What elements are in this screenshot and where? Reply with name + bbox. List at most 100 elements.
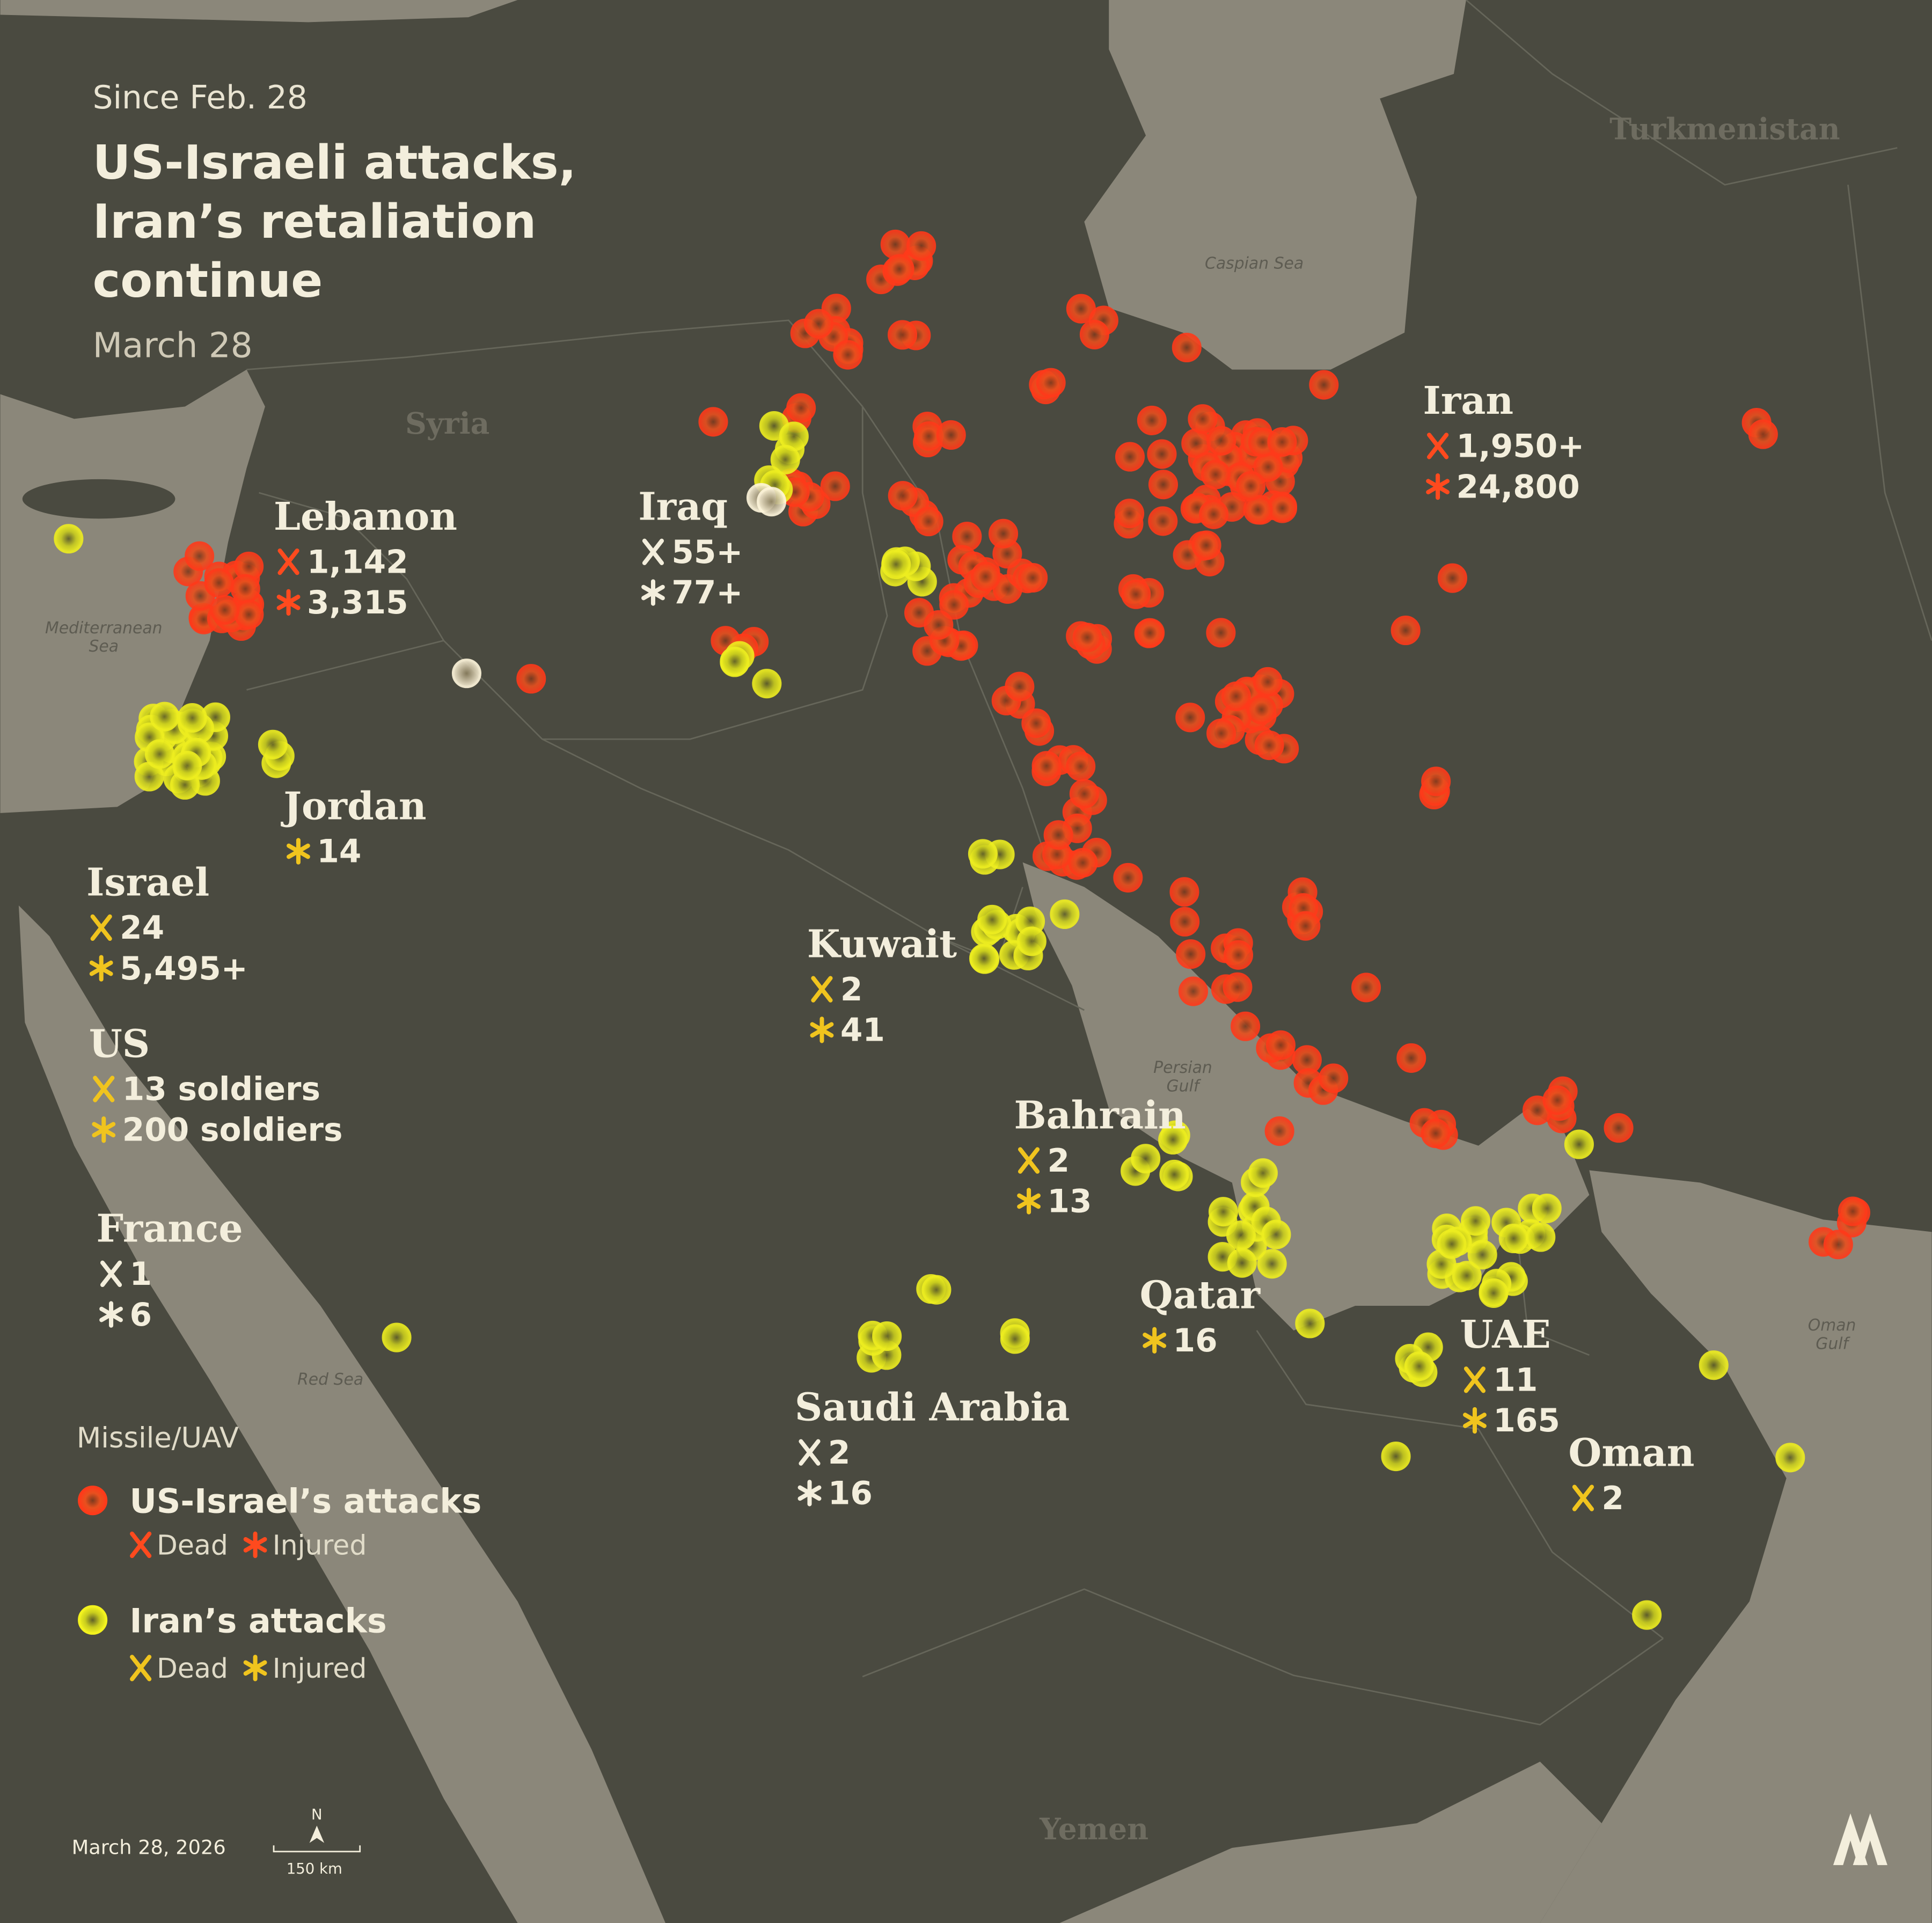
iran-attack bbox=[382, 1322, 412, 1352]
injured-icon bbox=[810, 1017, 834, 1043]
us-israel-attack bbox=[1201, 459, 1231, 489]
north: N bbox=[311, 1806, 323, 1823]
iran-attack bbox=[720, 646, 750, 676]
us-israel-attack bbox=[888, 481, 918, 511]
iran-attack bbox=[1461, 1206, 1491, 1236]
us-israel-attack bbox=[1137, 405, 1167, 435]
iran-attack bbox=[1467, 1240, 1497, 1270]
sea-label: Mediterranean bbox=[45, 619, 163, 638]
border bbox=[1466, 0, 1898, 186]
iran-attack bbox=[1479, 1278, 1509, 1308]
injured-icon bbox=[1426, 473, 1450, 500]
legend-subrow: Dead Injured bbox=[130, 1653, 367, 1684]
iran-attack bbox=[177, 703, 207, 733]
injured-count: 3,315 bbox=[307, 584, 408, 621]
country-name: Iraq bbox=[638, 484, 728, 529]
legend-label: US-Israel’s attacks bbox=[129, 1482, 481, 1521]
us-israel-attack bbox=[1421, 1118, 1451, 1149]
dead-icon bbox=[277, 548, 299, 575]
iran-attack bbox=[258, 729, 288, 759]
sea-label: Gulf bbox=[1167, 1077, 1202, 1096]
us-israel-attack bbox=[210, 595, 240, 625]
dead-count: 13 soldiers bbox=[122, 1071, 320, 1108]
us-israel-attack bbox=[936, 420, 966, 450]
iran-attack bbox=[752, 669, 782, 699]
dead-icon bbox=[130, 1655, 152, 1681]
iran-attack bbox=[1295, 1308, 1325, 1339]
injured-icon bbox=[1017, 1188, 1041, 1215]
border bbox=[936, 935, 1085, 1011]
injured-icon bbox=[99, 1301, 123, 1328]
iran-attack bbox=[921, 1275, 952, 1305]
us-israel-attack bbox=[1069, 779, 1099, 809]
us-israel-attack bbox=[1148, 506, 1178, 536]
us-israel-attack bbox=[1823, 1230, 1853, 1260]
injured-count: 5,495+ bbox=[120, 950, 248, 988]
iran-attack bbox=[1016, 926, 1046, 956]
legend-subrow: Dead Injured bbox=[130, 1530, 367, 1561]
iran-attack bbox=[172, 750, 202, 781]
dead-count: 55+ bbox=[671, 534, 743, 571]
us-israel-attack bbox=[1066, 751, 1096, 781]
sea-label: Caspian Sea bbox=[1205, 254, 1304, 273]
dead-count: 2 bbox=[840, 971, 863, 1008]
country-name: Lebanon bbox=[274, 494, 457, 539]
us-israel-attack bbox=[1113, 862, 1143, 893]
us-israel-attack bbox=[1247, 694, 1277, 725]
iran-attack bbox=[1404, 1351, 1434, 1381]
country-name: Bahrain bbox=[1014, 1093, 1186, 1138]
dead-icon bbox=[1463, 1366, 1486, 1393]
us-israel-attack bbox=[1421, 766, 1451, 796]
injured-count: 6 bbox=[129, 1297, 152, 1334]
us-israel-attack bbox=[1121, 579, 1151, 609]
us-israel-attack bbox=[1079, 319, 1109, 349]
us-israel-attack bbox=[1604, 1113, 1634, 1143]
us-israel-attack bbox=[204, 568, 234, 598]
country-name: Jordan bbox=[280, 783, 426, 828]
north-arrow bbox=[309, 1825, 325, 1843]
us-israel-attack bbox=[1115, 442, 1145, 472]
us-israel-attack bbox=[913, 507, 943, 537]
dead-icon bbox=[1427, 433, 1449, 459]
dead-count: 2 bbox=[1601, 1480, 1624, 1517]
us-israel-attack bbox=[1265, 1030, 1296, 1060]
us-israel-attack bbox=[516, 664, 546, 694]
black-sea bbox=[0, 0, 518, 23]
country-name: Saudi Arabia bbox=[795, 1385, 1070, 1430]
dead-icon bbox=[1018, 1147, 1040, 1174]
legend-swatch bbox=[78, 1486, 108, 1516]
country-label: Iran 1,950+ 24,800 bbox=[1423, 378, 1585, 506]
us-israel-attack bbox=[803, 309, 834, 339]
us-israel-attack bbox=[786, 393, 816, 423]
us-israel-attack bbox=[1351, 973, 1381, 1003]
border bbox=[1256, 1330, 1664, 1639]
us-israel-attack bbox=[888, 320, 918, 350]
legend-heading: Missile/UAV bbox=[77, 1422, 239, 1454]
country-label: France 1 6 bbox=[97, 1206, 243, 1334]
us-israel-attack bbox=[1178, 976, 1209, 1006]
us-israel-attack bbox=[1072, 623, 1102, 653]
injured-icon bbox=[1143, 1327, 1167, 1354]
iran-attack bbox=[1257, 1249, 1287, 1279]
iran-attack bbox=[1208, 1197, 1239, 1227]
sea-label: Oman bbox=[1808, 1316, 1856, 1335]
logo bbox=[1833, 1813, 1887, 1866]
injured-icon bbox=[276, 589, 301, 616]
country-name: US bbox=[89, 1021, 150, 1066]
title: Iran’s retaliation bbox=[93, 194, 537, 249]
country-label: US 13 soldiers 200 soldiers bbox=[89, 1021, 343, 1149]
iran-attack bbox=[1159, 1159, 1189, 1189]
us-israel-attack bbox=[1188, 404, 1218, 434]
country-map-label: Yemen bbox=[1039, 1811, 1148, 1846]
country-name: Qatar bbox=[1140, 1273, 1261, 1318]
iran-attack bbox=[1632, 1600, 1662, 1630]
footer-date: March 28, 2026 bbox=[72, 1836, 226, 1859]
iran-attack bbox=[1050, 899, 1080, 929]
country-label: Iraq 55+ 77+ bbox=[638, 484, 743, 612]
cyprus bbox=[22, 479, 175, 519]
dead-icon bbox=[100, 1260, 122, 1288]
injured-icon bbox=[641, 579, 665, 606]
us-israel-attack bbox=[1267, 427, 1297, 457]
